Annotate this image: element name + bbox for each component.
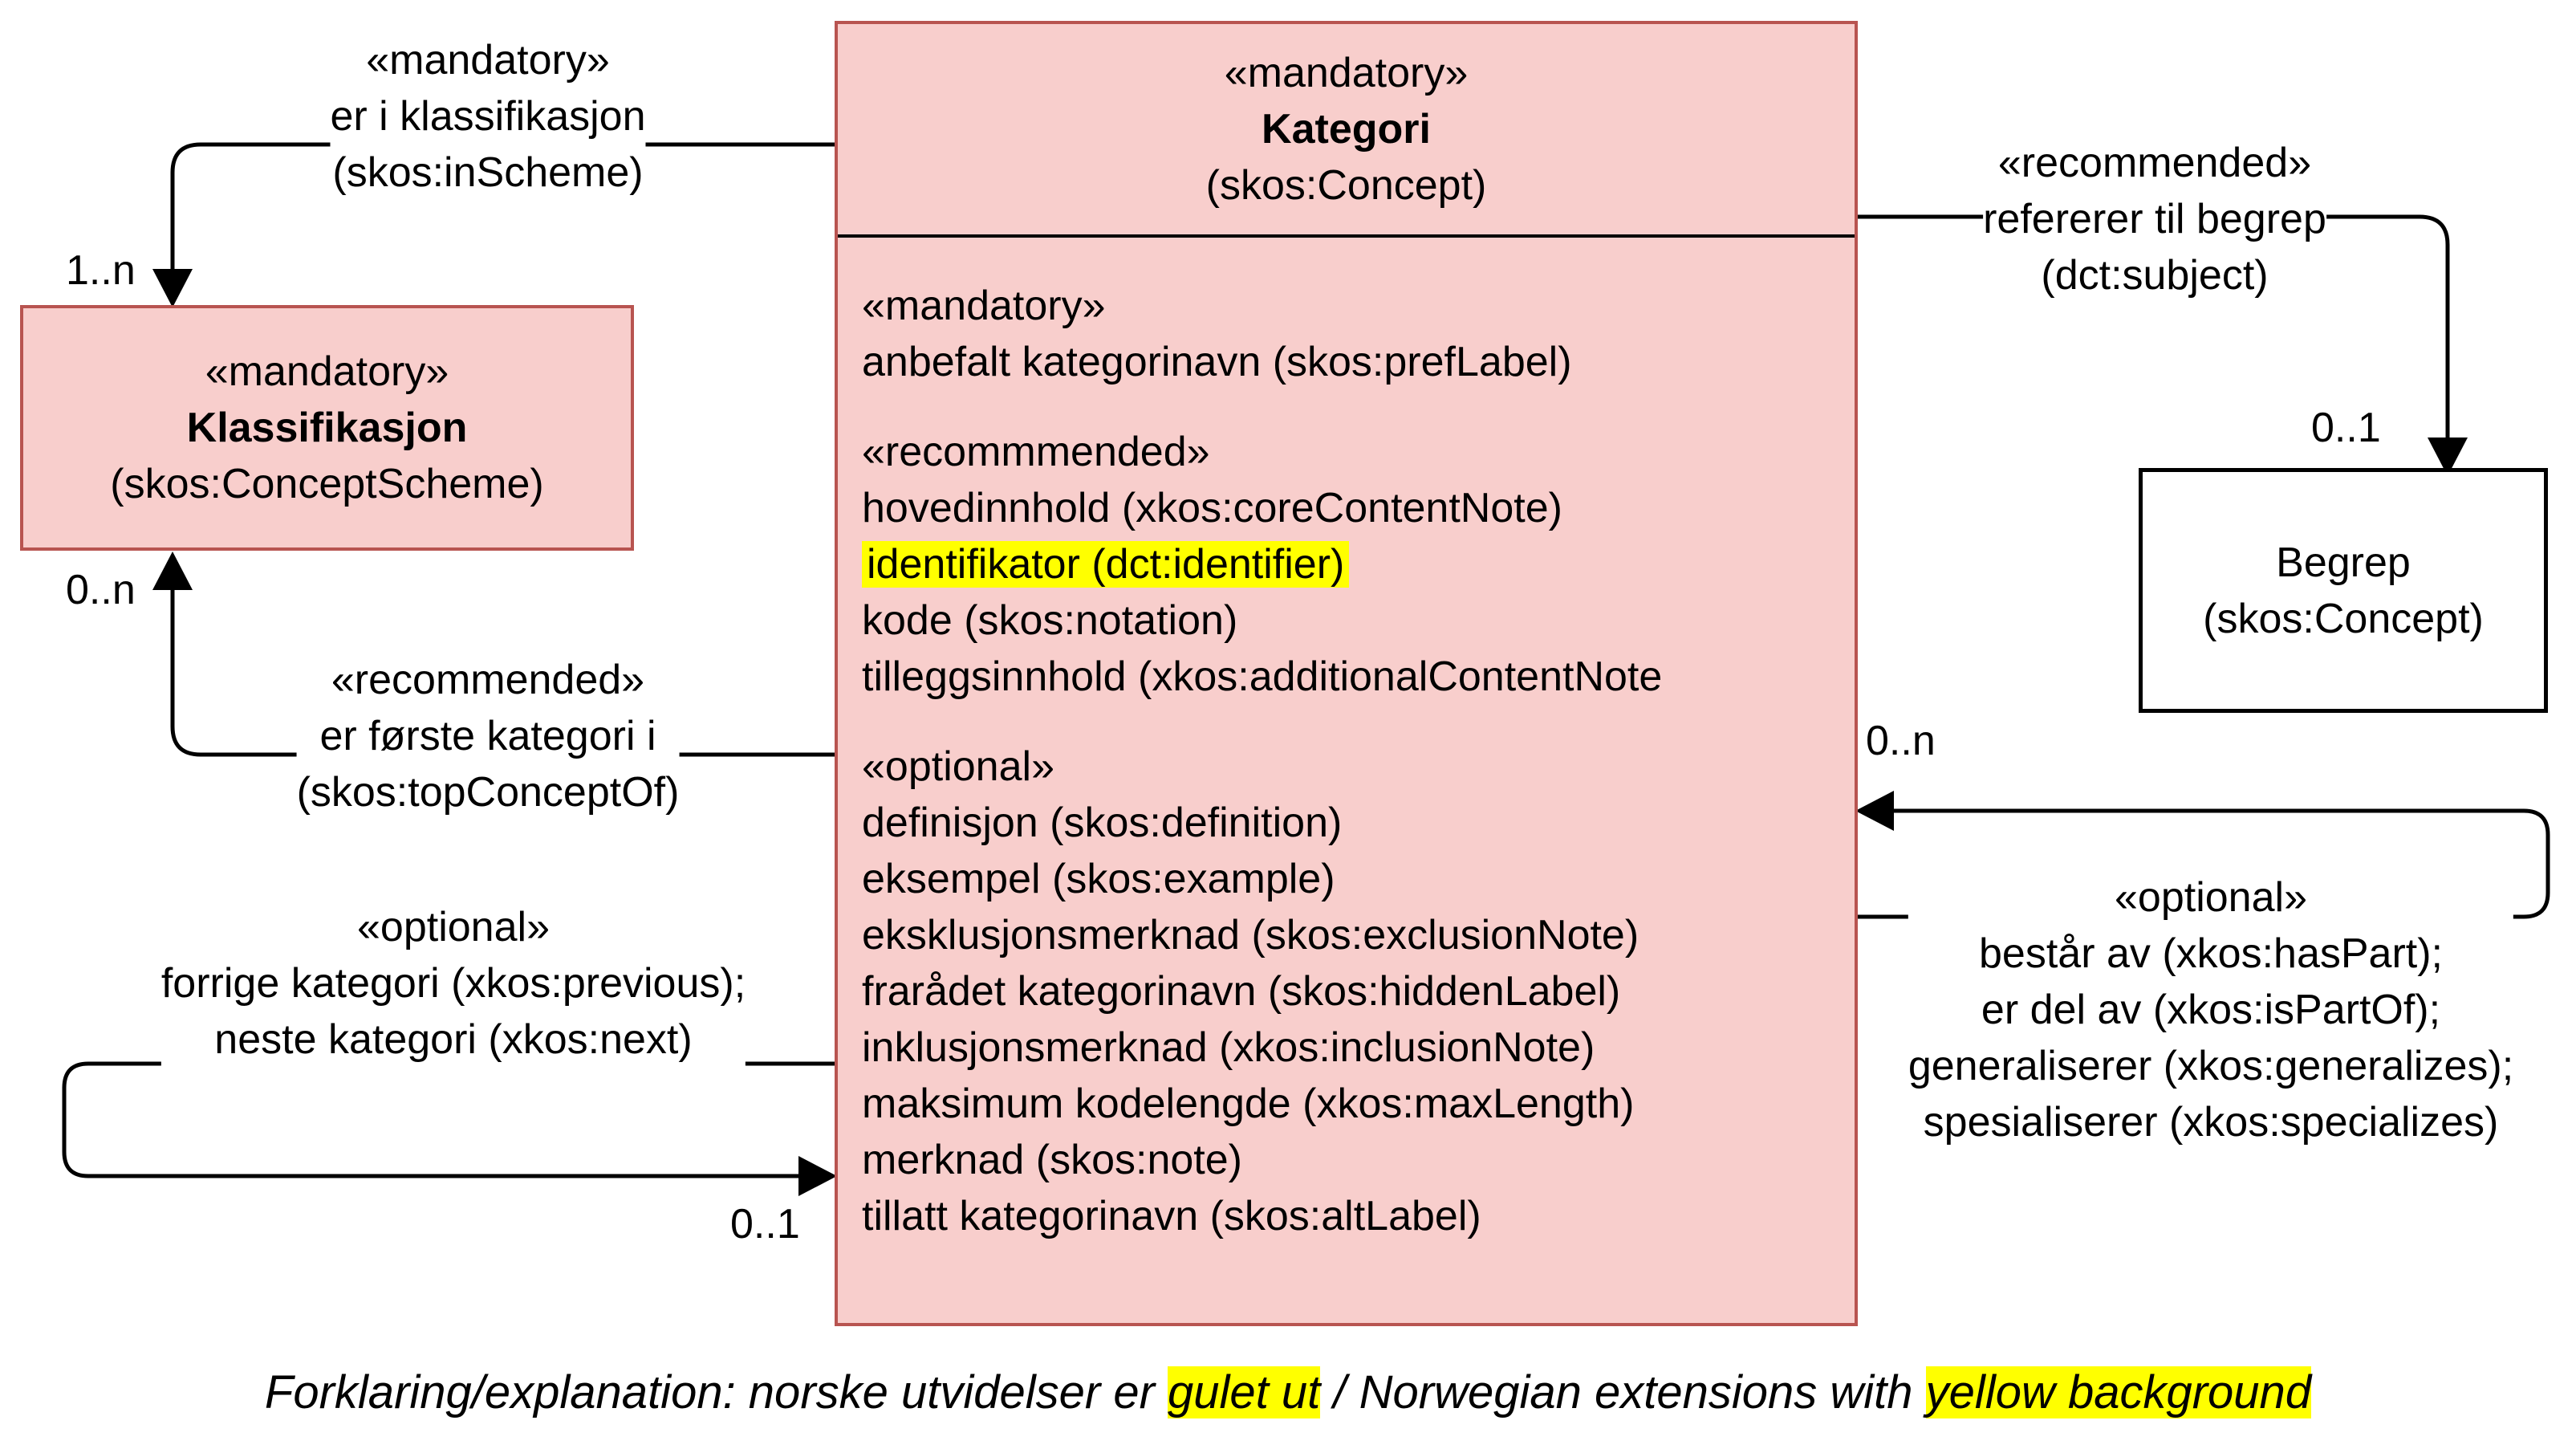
top-concept-of-line2: (skos:topConceptOf) — [296, 764, 680, 820]
attribute-text: eksempel (skos:example) — [862, 856, 1335, 902]
attribute-item: identifikator (dct:identifier) — [862, 536, 1662, 592]
label-subject: «recommended» refererer til begrep (dct:… — [1983, 135, 2326, 303]
subject-stereotype: «recommended» — [1983, 135, 2326, 191]
subject-line1: refererer til begrep — [1983, 191, 2326, 247]
attribute-text: frarådet kategorinavn (skos:hiddenLabel) — [862, 968, 1621, 1015]
arrowhead-in-scheme — [152, 269, 193, 307]
begrep-class[interactable]: Begrep (skos:Concept) — [2139, 468, 2548, 713]
label-top-concept-of: «recommended» er første kategori i (skos… — [296, 652, 680, 820]
attribute-item: definisjon (skos:definition) — [862, 795, 1662, 851]
attribute-text: hovedinnhold (xkos:coreContentNote) — [862, 485, 1562, 531]
attribute-group: «recommmended» hovedinnhold (xkos:coreCon… — [862, 424, 1662, 705]
attribute-text: inklusjonsmerknad (xkos:inclusionNote) — [862, 1024, 1595, 1071]
multiplicity-previous-next: 0..1 — [730, 1201, 800, 1247]
in-scheme-line1: er i klassifikasjon — [330, 88, 646, 144]
attribute-item: frarådet kategorinavn (skos:hiddenLabel) — [862, 963, 1662, 1020]
attribute-item: tilleggsinnhold (xkos:additionalContentN… — [862, 649, 1662, 705]
multiplicity-has-part: 0..n — [1866, 718, 1936, 764]
caption-part1: Forklaring/explanation: norske utvidelse… — [264, 1366, 1168, 1418]
attribute-item: merknad (skos:note) — [862, 1132, 1662, 1188]
attribute-text: eksklusjonsmerknad (skos:exclusionNote) — [862, 912, 1639, 958]
attribute-item: maksimum kodelengde (xkos:maxLength) — [862, 1076, 1662, 1132]
attribute-item: eksempel (skos:example) — [862, 851, 1662, 907]
legend-caption: Forklaring/explanation: norske utvidelse… — [0, 1361, 2576, 1425]
label-previous-next: «optional» forrige kategori (xkos:previo… — [160, 899, 746, 1068]
attribute-item: kode (skos:notation) — [862, 592, 1662, 649]
klassifikasjon-class[interactable]: «mandatory» Klassifikasjon (skos:Concept… — [20, 305, 634, 551]
begrep-name: Begrep — [2276, 539, 2411, 586]
attribute-text-highlighted: identifikator (dct:identifier) — [862, 541, 1350, 588]
attribute-text: merknad (skos:note) — [862, 1137, 1242, 1183]
attribute-group-stereotype: «mandatory» — [862, 283, 1106, 329]
attribute-item: inklusjonsmerknad (xkos:inclusionNote) — [862, 1020, 1662, 1076]
attribute-list: «mandatory» anbefalt kategorinavn (skos:p… — [862, 278, 1662, 1278]
attribute-group: «optional» definisjon (skos:definition) ek… — [862, 739, 1662, 1244]
klassifikasjon-stereotype: «mandatory» — [205, 348, 449, 395]
kategori-class[interactable]: «mandatory» Kategori (skos:Concept) «man… — [835, 21, 1858, 1326]
attribute-item: anbefalt kategorinavn (skos:prefLabel) — [862, 334, 1662, 390]
attribute-text: definisjon (skos:definition) — [862, 800, 1343, 846]
kategori-uri: (skos:Concept) — [1205, 162, 1487, 209]
kategori-header: «mandatory» Kategori (skos:Concept) — [838, 24, 1855, 238]
attribute-item: eksklusjonsmerknad (skos:exclusionNote) — [862, 907, 1662, 963]
has-part-line3: generaliserer (xkos:generalizes); — [1908, 1038, 2514, 1094]
edge-has-part — [1858, 808, 2550, 919]
top-concept-of-line1: er første kategori i — [296, 708, 680, 764]
edge-subject — [1858, 214, 2450, 446]
attribute-group-stereotype: «optional» — [862, 743, 1054, 790]
edge-in-scheme — [170, 142, 835, 277]
attribute-text: tillatt kategorinavn (skos:altLabel) — [862, 1193, 1481, 1239]
caption-highlight-en: yellow background — [1925, 1366, 2312, 1418]
has-part-stereotype: «optional» — [1908, 869, 2514, 926]
klassifikasjon-uri: (skos:ConceptScheme) — [110, 461, 544, 507]
klassifikasjon-name: Klassifikasjon — [186, 405, 468, 451]
has-part-line4: spesialiserer (xkos:specializes) — [1908, 1094, 2514, 1150]
previous-next-stereotype: «optional» — [160, 899, 746, 955]
caption-part3: / Norwegian extensions with — [1320, 1366, 1926, 1418]
previous-next-line2: neste kategori (xkos:next) — [160, 1011, 746, 1068]
arrowhead-previous-next — [798, 1156, 837, 1196]
caption-highlight-no: gulet ut — [1168, 1366, 1321, 1418]
attribute-text: maksimum kodelengde (xkos:maxLength) — [862, 1081, 1635, 1127]
subject-line2: (dct:subject) — [1983, 247, 2326, 303]
attribute-item: hovedinnhold (xkos:coreContentNote) — [862, 480, 1662, 536]
top-concept-of-stereotype: «recommended» — [296, 652, 680, 708]
attribute-text: tilleggsinnhold (xkos:additionalContentN… — [862, 653, 1663, 700]
begrep-uri: (skos:Concept) — [2203, 595, 2484, 642]
multiplicity-subject: 0..1 — [2311, 405, 2381, 451]
has-part-line1: består av (xkos:hasPart); — [1908, 926, 2514, 982]
kategori-stereotype: «mandatory» — [1224, 50, 1469, 96]
has-part-line2: er del av (xkos:isPartOf); — [1908, 982, 2514, 1038]
arrowhead-has-part — [1855, 791, 1894, 831]
edge-previous-next — [62, 1061, 835, 1178]
kategori-name: Kategori — [1262, 106, 1431, 153]
multiplicity-top-concept-of: 0..n — [66, 567, 136, 613]
label-has-part: «optional» består av (xkos:hasPart); er … — [1908, 869, 2514, 1150]
attribute-group-stereotype: «recommmended» — [862, 429, 1210, 475]
previous-next-line1: forrige kategori (xkos:previous); — [160, 955, 746, 1011]
attribute-text: anbefalt kategorinavn (skos:prefLabel) — [862, 339, 1572, 385]
multiplicity-in-scheme: 1..n — [66, 247, 136, 294]
arrowhead-top-concept-of — [152, 551, 193, 590]
in-scheme-line2: (skos:inScheme) — [330, 144, 646, 201]
arrowhead-subject — [2428, 438, 2468, 476]
edge-top-concept-of — [170, 578, 835, 757]
label-in-scheme: «mandatory» er i klassifikasjon (skos:in… — [330, 32, 646, 201]
attribute-text: kode (skos:notation) — [862, 597, 1238, 644]
attribute-group: «mandatory» anbefalt kategorinavn (skos:p… — [862, 278, 1662, 390]
in-scheme-stereotype: «mandatory» — [330, 32, 646, 88]
attribute-item: tillatt kategorinavn (skos:altLabel) — [862, 1188, 1662, 1244]
